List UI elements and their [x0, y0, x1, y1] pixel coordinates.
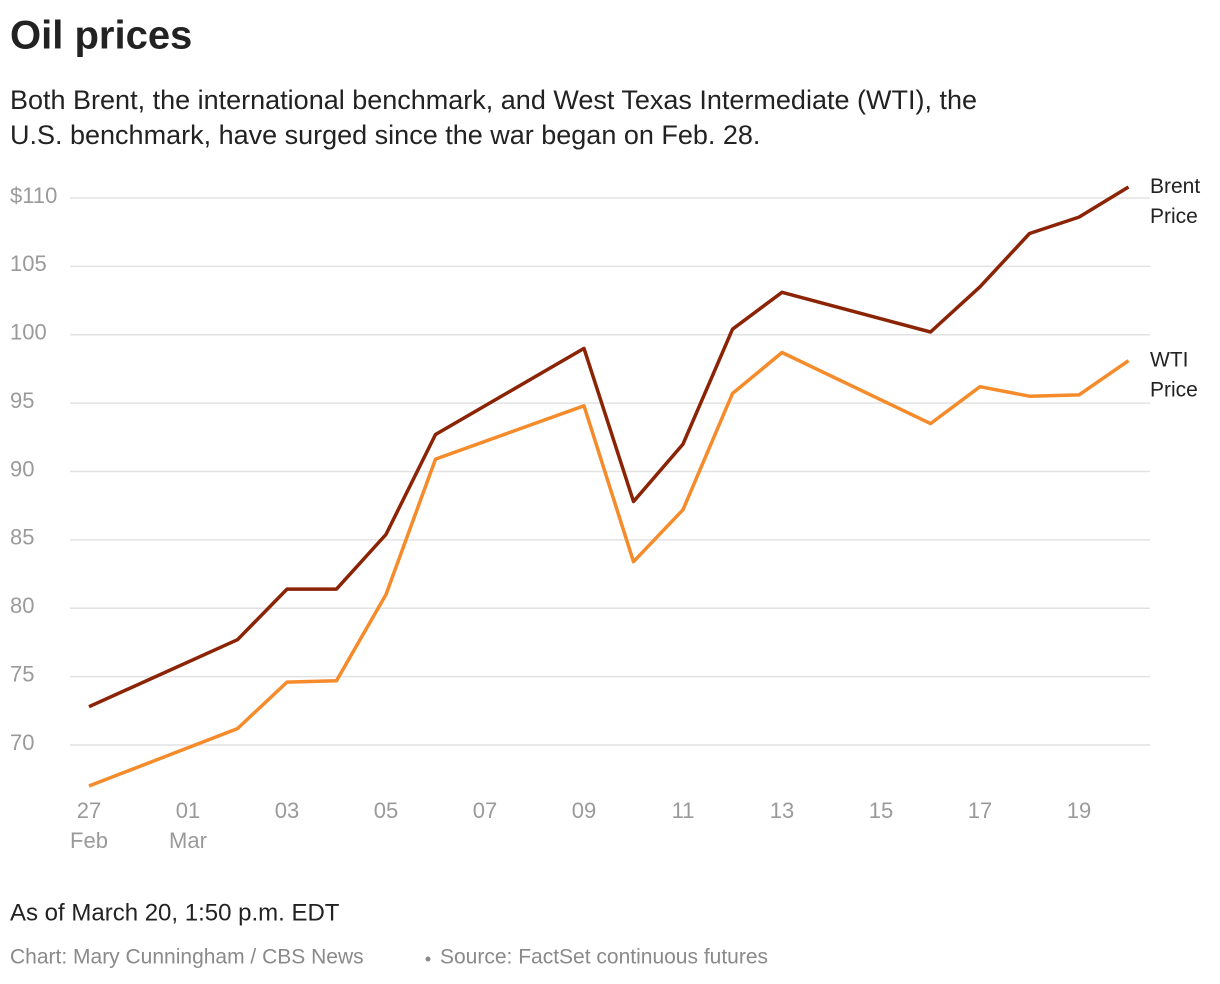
- y-tick-label: 90: [10, 456, 34, 481]
- line: [88, 350, 1130, 788]
- separator: [425, 956, 431, 962]
- note: As of March 20, 1:50 p.m. EDT: [10, 899, 340, 926]
- x-tick-label: 05: [374, 798, 398, 823]
- y-tick-label: 95: [10, 388, 34, 413]
- y-tick-label: 100: [10, 320, 47, 345]
- x-tick-label: 27 Feb: [70, 798, 108, 853]
- x-tick-label: 09: [572, 798, 596, 823]
- chart-subtitle: Both Brent, the international benchmark,…: [10, 85, 977, 115]
- line: [88, 185, 1130, 709]
- series-label: Brent Price: [1150, 175, 1200, 228]
- credit: Chart: Mary Cunningham / CBS News: [10, 946, 364, 969]
- chart-title: Oil prices: [10, 14, 192, 58]
- x-tick-label: 11: [672, 798, 695, 823]
- x-tick-label: 17: [968, 798, 992, 823]
- y-tick-label: 80: [10, 593, 34, 618]
- x-tick-label: 19: [1067, 798, 1091, 823]
- source: Source: FactSet continuous futures: [440, 946, 768, 969]
- chart-subtitle: U.S. benchmark, have surged since the wa…: [10, 120, 760, 150]
- y-tick-label: 70: [10, 730, 34, 755]
- y-tick-label: $110: [10, 183, 57, 208]
- x-tick-label: 01 Mar: [169, 798, 207, 853]
- y-tick-label: 75: [10, 661, 34, 686]
- y-tick-label: 105: [10, 251, 47, 276]
- x-tick-label: 07: [473, 798, 497, 823]
- y-tick-label: 85: [10, 525, 34, 550]
- x-tick-label: 03: [275, 798, 299, 823]
- x-tick-label: 15: [869, 798, 893, 823]
- series-label: WTI Price: [1150, 348, 1198, 401]
- x-tick-label: 13: [770, 798, 794, 823]
